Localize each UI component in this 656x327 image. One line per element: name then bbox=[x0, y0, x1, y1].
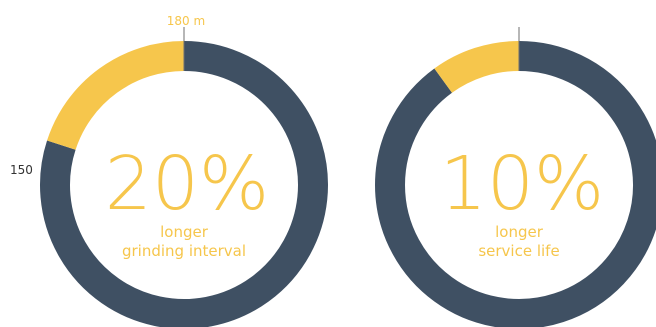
donut-1-caption-line-2: grinding interval bbox=[122, 242, 246, 260]
donut-1: 180 m 150 20% longer grinding interval bbox=[10, 14, 328, 327]
donut-2-percentage: 10% bbox=[440, 141, 604, 227]
donut-1-highlight-arc bbox=[47, 41, 185, 151]
donut-2: 10% longer service life bbox=[375, 27, 656, 327]
donut-2-caption-line-1: longer bbox=[495, 223, 544, 241]
donut-2-highlight-arc bbox=[434, 41, 520, 94]
donut-1-percentage: 20% bbox=[105, 141, 269, 227]
donut-2-remainder-arc bbox=[375, 41, 656, 327]
donut-1-remainder-arc bbox=[40, 41, 328, 327]
donut-1-left-tick-label: 150 bbox=[10, 163, 33, 177]
donut-1-caption-line-1: longer bbox=[160, 223, 209, 241]
donut-1-top-tick-label: 180 m bbox=[167, 14, 205, 28]
donut-2-caption-line-2: service life bbox=[478, 242, 559, 260]
